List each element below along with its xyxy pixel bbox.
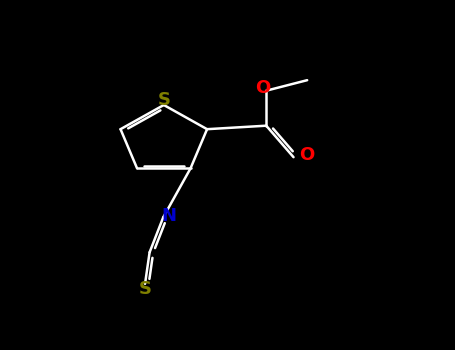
Text: S: S [138, 280, 152, 298]
Text: O: O [299, 146, 315, 164]
Text: O: O [255, 79, 270, 97]
Text: N: N [161, 206, 176, 225]
Text: S: S [157, 91, 170, 110]
